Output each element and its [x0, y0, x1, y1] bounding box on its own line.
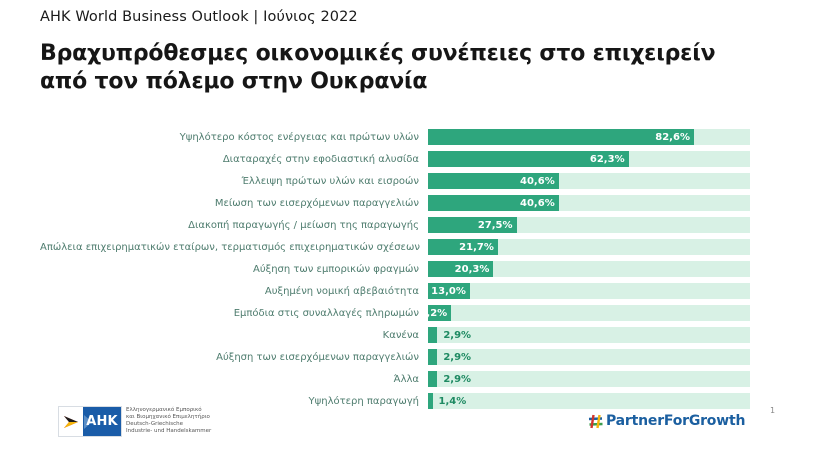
page-number: 1 [770, 406, 776, 415]
bar: 40,6% [428, 173, 559, 189]
hash-icon [588, 414, 603, 428]
value-label: 40,6% [520, 175, 555, 187]
chart-row: Υψηλότερη παραγωγή 1,4% [40, 393, 750, 409]
value-label: 2,9% [443, 351, 472, 363]
bar-track: 13,0% [428, 283, 750, 299]
bar [428, 393, 433, 409]
ahk-org-line: Industrie- und Handelskammer [126, 428, 212, 435]
category-label: Εμπόδια στις συναλλαγές πληρωμών [233, 307, 419, 319]
value-label: 27,5% [477, 219, 513, 231]
value-label: 62,3% [589, 153, 625, 165]
bar [428, 371, 438, 387]
bar-track: 2,9% [428, 327, 750, 343]
page-title: Βραχυπρόθεσμες οικονομικές συνέπειες στο… [40, 40, 716, 95]
value-label: 13,0% [431, 285, 466, 297]
bar-chart: Υψηλότερο κόστος ενέργειας και πρώτων υλ… [40, 129, 750, 415]
category-label: Απώλεια επιχειρηματικών εταίρων, τερματι… [40, 241, 420, 253]
bar-track: 2,9% [428, 349, 750, 365]
chart-row: Μείωση των εισερχόμενων παραγγελιών 40,6% [40, 195, 750, 211]
chart-row: Απώλεια επιχειρηματικών εταίρων, τερματι… [40, 239, 750, 255]
bar [428, 327, 438, 343]
chevron-right-icon [84, 414, 92, 429]
category-label: Κανένα [382, 329, 419, 341]
bar: 7,2% [428, 305, 452, 321]
report-kicker: AHK World Business Outlook | Ιούνιος 202… [40, 9, 358, 25]
chart-row: Υψηλότερο κόστος ενέργειας και πρώτων υλ… [40, 129, 750, 145]
value-label: 21,7% [459, 241, 494, 253]
ahk-organization-name: Ελληνογερμανικό Εμπορικό και Βιομηχανικό… [126, 407, 211, 436]
category-label: Άλλα [393, 373, 419, 385]
bar-track: 40,6% [428, 195, 750, 211]
chart-row: Κανένα 2,9% [40, 327, 750, 343]
category-label: Αυξημένη νομική αβεβαιότητα [264, 285, 419, 297]
category-label: Υψηλότερο κόστος ενέργειας και πρώτων υλ… [179, 131, 419, 143]
bar-track: 20,3% [428, 261, 750, 277]
bar-track: 7,2% [428, 305, 750, 321]
chart-row: Διαταραχές στην εφοδιαστική αλυσίδα 62,3% [40, 151, 750, 167]
bar-track: 40,6% [428, 173, 750, 189]
bar-track: 62,3% [428, 151, 750, 167]
bar-track: 21,7% [428, 239, 750, 255]
category-label: Αύξηση των εισερχόμενων παραγγελιών [216, 351, 419, 363]
bar: 13,0% [428, 283, 470, 299]
category-label: Διαταραχές στην εφοδιαστική αλυσίδα [222, 153, 419, 165]
ahk-logo: AHK [58, 406, 122, 437]
value-label: 2,9% [443, 373, 472, 385]
chart-row: Έλλειψη πρώτων υλών και εισροών 40,6% [40, 173, 750, 189]
bar: 40,6% [428, 195, 559, 211]
bar-track: 1,4% [428, 393, 750, 409]
chart-row: Αυξημένη νομική αβεβαιότητα 13,0% [40, 283, 750, 299]
ahk-logo-label: AHK [86, 414, 118, 429]
partner-for-growth-label: PartnerForGrowth [606, 413, 746, 429]
chart-row: Εμπόδια στις συναλλαγές πληρωμών 7,2% [40, 305, 750, 321]
chart-row: Διακοπή παραγωγής / μείωση της παραγωγής… [40, 217, 750, 233]
value-label: 82,6% [655, 131, 690, 143]
bar-track: 2,9% [428, 371, 750, 387]
ahk-org-line: Deutsch-Griechische [126, 421, 184, 428]
bar-track: 82,6% [428, 129, 750, 145]
footer: AHK Ελληνογερμανικό Εμπορικό και Βιομηχα… [0, 400, 820, 450]
bar-track: 27,5% [428, 217, 750, 233]
ahk-org-line: και Βιομηχανικό Επιμελητήριο [126, 414, 210, 421]
bar: 27,5% [428, 217, 517, 233]
bar: 20,3% [428, 261, 494, 277]
chart-row: Αύξηση των εμπορικών φραγμών 20,3% [40, 261, 750, 277]
chart-row: Αύξηση των εισερχόμενων παραγγελιών 2,9% [40, 349, 750, 365]
partner-for-growth-logo: PartnerForGrowth [588, 413, 745, 429]
value-label: 2,9% [443, 329, 472, 341]
page-title-line1: Βραχυπρόθεσμες οικονομικές συνέπειες στο… [40, 41, 716, 66]
bar: 21,7% [428, 239, 498, 255]
ahk-logo-bluebox: AHK [83, 407, 121, 436]
ahk-org-line: Ελληνογερμανικό Εμπορικό [126, 407, 202, 413]
category-label: Μείωση των εισερχόμενων παραγγελιών [214, 197, 419, 209]
value-label: 1,4% [438, 395, 467, 407]
value-label: 7,2% [428, 307, 448, 319]
value-label: 40,6% [520, 197, 555, 209]
bar: 62,3% [428, 151, 629, 167]
german-flag-arrow-icon [59, 407, 83, 436]
category-label: Υψηλότερη παραγωγή [308, 395, 419, 407]
bar: 82,6% [428, 129, 694, 145]
category-label: Διακοπή παραγωγής / μείωση της παραγωγής [188, 219, 419, 231]
chart-row: Άλλα 2,9% [40, 371, 750, 387]
page-title-line2: από τον πόλεμο στην Ουκρανία [40, 68, 428, 94]
category-label: Αύξηση των εμπορικών φραγμών [252, 263, 419, 275]
value-label: 20,3% [454, 263, 490, 275]
bar [428, 349, 438, 365]
category-label: Έλλειψη πρώτων υλών και εισροών [241, 175, 419, 187]
